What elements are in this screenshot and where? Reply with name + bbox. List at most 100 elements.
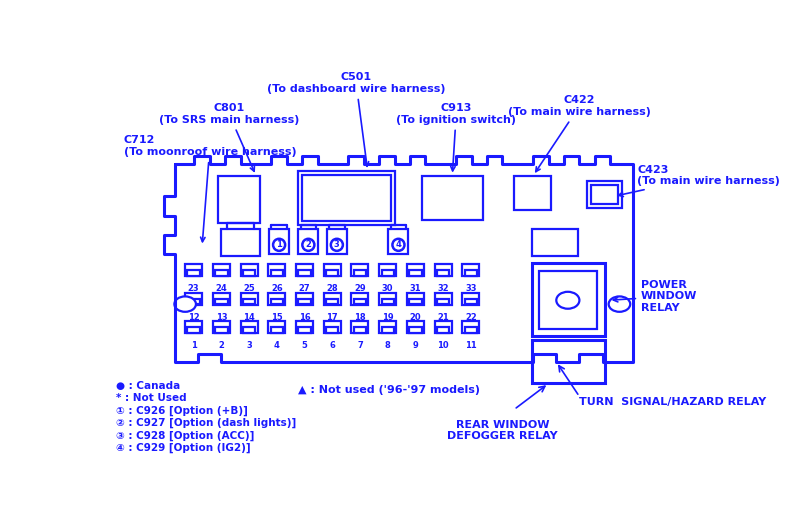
- Bar: [185, 292, 202, 305]
- Bar: [410, 327, 422, 332]
- Bar: [465, 299, 477, 304]
- Bar: [298, 327, 310, 332]
- Text: 19: 19: [382, 312, 394, 322]
- Text: 3: 3: [246, 341, 252, 350]
- Text: 4: 4: [274, 341, 280, 350]
- Bar: [410, 270, 422, 275]
- Bar: [185, 321, 202, 333]
- Bar: [298, 229, 318, 254]
- Bar: [514, 175, 551, 210]
- Bar: [382, 270, 394, 275]
- Bar: [215, 270, 227, 275]
- Bar: [379, 264, 396, 277]
- Bar: [587, 181, 622, 208]
- Text: 27: 27: [298, 284, 310, 293]
- Bar: [354, 327, 366, 332]
- Bar: [269, 229, 289, 254]
- Bar: [351, 321, 369, 333]
- Text: ② : C927 [Option (dash lights)]: ② : C927 [Option (dash lights)]: [116, 418, 296, 428]
- Text: 17: 17: [326, 312, 338, 322]
- Text: 28: 28: [326, 284, 338, 293]
- Text: 2: 2: [306, 240, 311, 249]
- Circle shape: [392, 239, 405, 251]
- Bar: [326, 299, 338, 304]
- Bar: [298, 299, 310, 304]
- Bar: [437, 299, 450, 304]
- Bar: [298, 171, 394, 225]
- Bar: [354, 299, 366, 304]
- Text: 13: 13: [215, 312, 227, 322]
- Ellipse shape: [174, 297, 196, 312]
- Bar: [324, 264, 341, 277]
- Text: 3: 3: [334, 240, 340, 249]
- Text: ③ : C928 [Option (ACC)]: ③ : C928 [Option (ACC)]: [116, 430, 254, 441]
- Text: * : Not Used: * : Not Used: [116, 393, 186, 403]
- Bar: [270, 327, 283, 332]
- Bar: [218, 175, 260, 223]
- Circle shape: [302, 239, 314, 251]
- Text: POWER
WINDOW
RELAY: POWER WINDOW RELAY: [614, 280, 698, 313]
- Bar: [187, 327, 200, 332]
- Bar: [434, 292, 451, 305]
- Text: REAR WINDOW
DEFOGGER RELAY: REAR WINDOW DEFOGGER RELAY: [447, 420, 558, 441]
- Text: C422
(To main wire harness): C422 (To main wire harness): [508, 95, 651, 172]
- Bar: [539, 271, 597, 329]
- Text: 15: 15: [271, 312, 282, 322]
- Text: 31: 31: [410, 284, 422, 293]
- Bar: [410, 299, 422, 304]
- Bar: [187, 270, 200, 275]
- Text: 29: 29: [354, 284, 366, 293]
- Bar: [532, 263, 605, 337]
- Text: C501
(To dashboard wire harness): C501 (To dashboard wire harness): [267, 72, 446, 166]
- Bar: [434, 321, 451, 333]
- Bar: [437, 270, 450, 275]
- Bar: [243, 270, 255, 275]
- Text: 14: 14: [243, 312, 255, 322]
- Bar: [591, 185, 618, 204]
- Bar: [268, 264, 286, 277]
- Text: 2: 2: [218, 341, 224, 350]
- Bar: [298, 270, 310, 275]
- Bar: [268, 292, 286, 305]
- Text: ▲ : Not used ('96-'97 models): ▲ : Not used ('96-'97 models): [298, 385, 480, 395]
- Bar: [389, 229, 409, 254]
- Bar: [462, 321, 479, 333]
- Bar: [465, 327, 477, 332]
- Bar: [532, 229, 578, 256]
- Text: 23: 23: [188, 284, 199, 293]
- Text: 24: 24: [215, 284, 227, 293]
- Circle shape: [273, 239, 286, 251]
- Bar: [462, 264, 479, 277]
- Bar: [243, 327, 255, 332]
- Text: C913
(To ignition switch): C913 (To ignition switch): [396, 103, 516, 171]
- Bar: [379, 321, 396, 333]
- Text: 5: 5: [302, 341, 307, 350]
- Text: C801
(To SRS main harness): C801 (To SRS main harness): [159, 103, 299, 171]
- Text: 33: 33: [465, 284, 477, 293]
- Text: 20: 20: [410, 312, 422, 322]
- Text: C712
(To moonroof wire harness): C712 (To moonroof wire harness): [123, 135, 296, 242]
- Bar: [407, 264, 424, 277]
- Text: 26: 26: [271, 284, 282, 293]
- Text: 18: 18: [354, 312, 366, 322]
- Bar: [213, 292, 230, 305]
- Text: ① : C926 [Option (+B)]: ① : C926 [Option (+B)]: [116, 406, 248, 416]
- Bar: [241, 321, 258, 333]
- Bar: [437, 327, 450, 332]
- Text: 21: 21: [438, 312, 449, 322]
- Text: 1: 1: [190, 341, 197, 350]
- Bar: [354, 270, 366, 275]
- Bar: [407, 321, 424, 333]
- Text: 4: 4: [395, 240, 402, 249]
- Text: 9: 9: [413, 341, 418, 350]
- Bar: [327, 229, 347, 254]
- Text: 6: 6: [330, 341, 335, 350]
- Text: 32: 32: [438, 284, 449, 293]
- Bar: [268, 321, 286, 333]
- Bar: [326, 327, 338, 332]
- Text: 30: 30: [382, 284, 394, 293]
- Bar: [243, 299, 255, 304]
- Text: TURN  SIGNAL/HAZARD RELAY: TURN SIGNAL/HAZARD RELAY: [579, 397, 766, 406]
- Bar: [422, 175, 483, 220]
- Bar: [296, 292, 313, 305]
